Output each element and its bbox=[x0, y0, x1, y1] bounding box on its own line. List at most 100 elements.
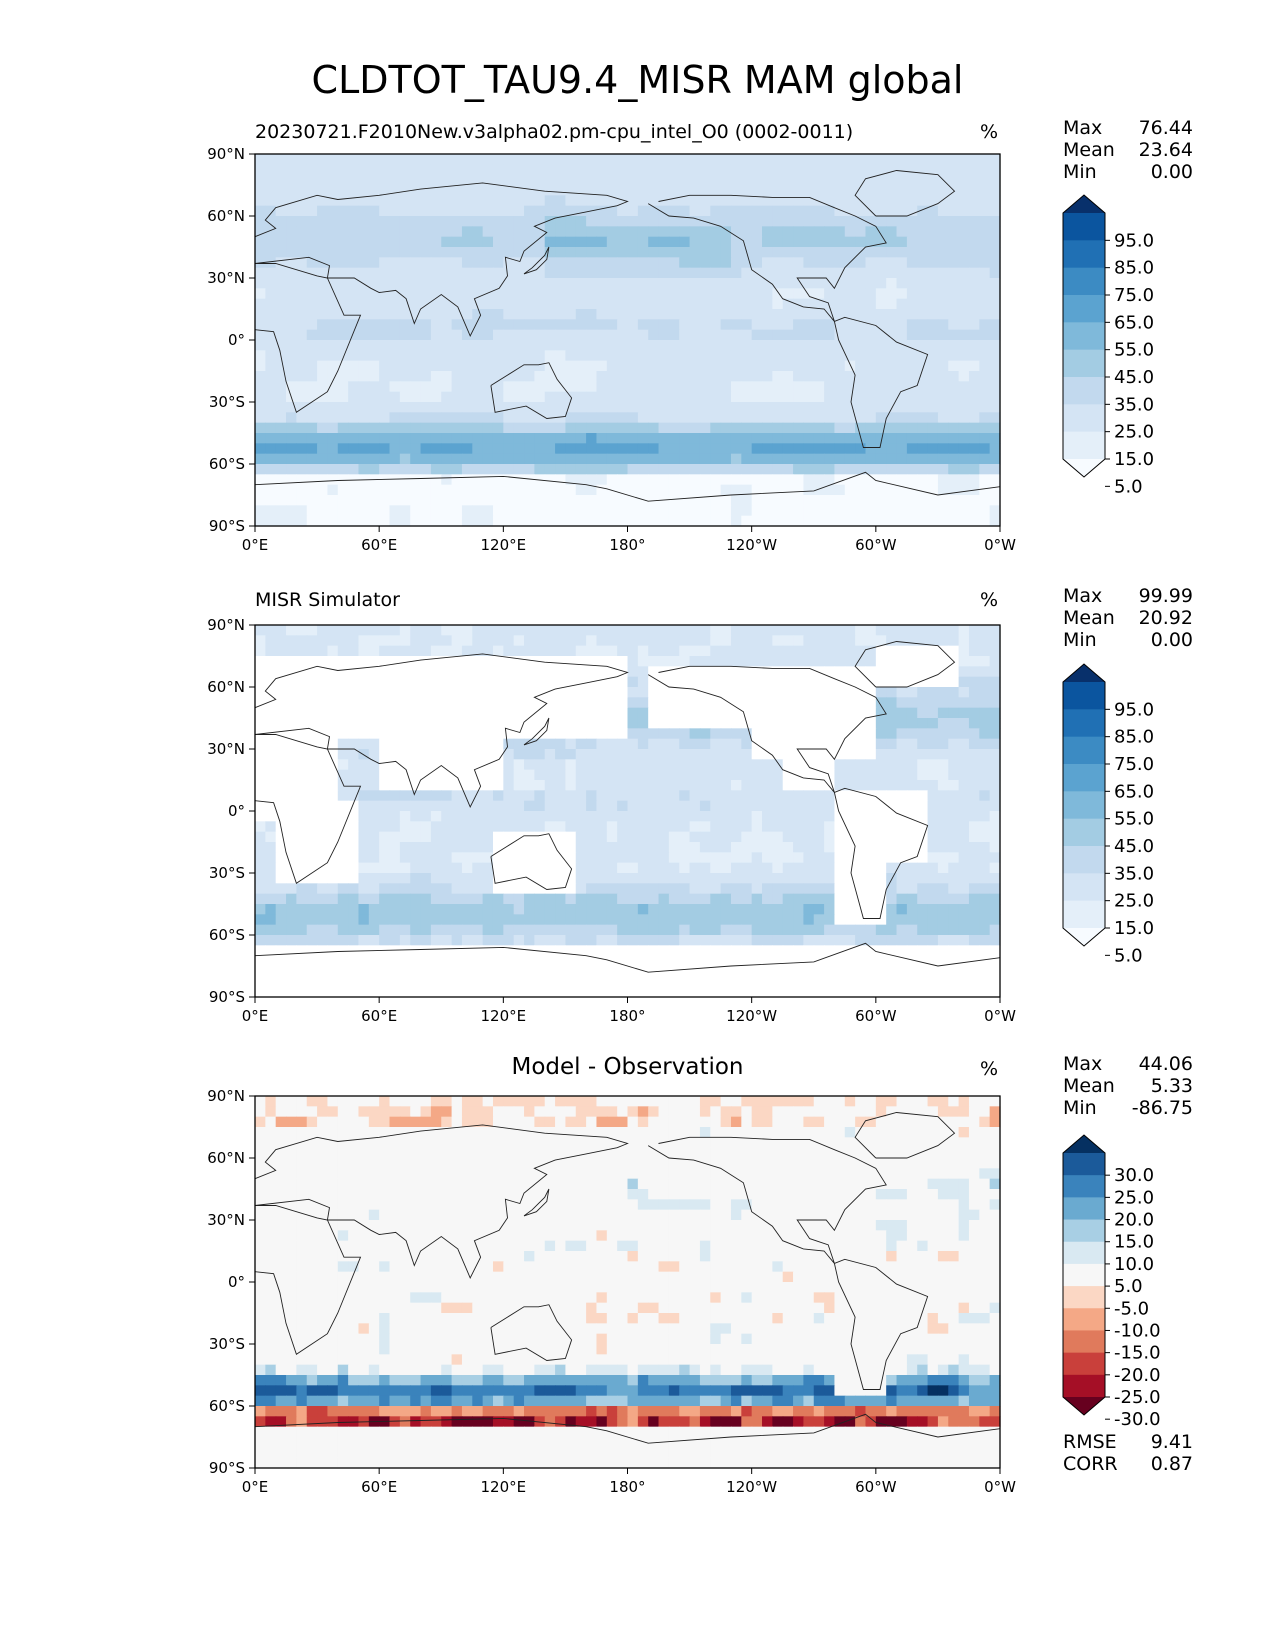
field-cell bbox=[492, 914, 504, 926]
field-cell bbox=[482, 216, 494, 227]
field-cell bbox=[596, 154, 608, 165]
field-cell bbox=[648, 821, 660, 833]
field-cell bbox=[917, 154, 929, 165]
field-cell bbox=[461, 288, 473, 300]
field-cell bbox=[265, 257, 277, 269]
field-cell bbox=[648, 298, 660, 310]
field-cell bbox=[596, 645, 608, 657]
field-cell bbox=[979, 697, 991, 709]
field-cell bbox=[627, 924, 639, 936]
y-tick-label: 60°N bbox=[207, 207, 245, 225]
field-cell bbox=[441, 852, 453, 864]
field-cell bbox=[803, 216, 815, 227]
x-tick-label: 0°E bbox=[242, 536, 269, 554]
field-cell bbox=[348, 707, 360, 719]
field-cell bbox=[555, 515, 567, 527]
field-cell bbox=[834, 873, 846, 884]
field-cell bbox=[720, 666, 732, 678]
field-cell bbox=[430, 412, 442, 424]
field-cell bbox=[565, 625, 577, 636]
field-cell bbox=[410, 625, 422, 636]
field-cell bbox=[937, 790, 949, 802]
field-cell bbox=[751, 635, 763, 647]
field-cell bbox=[492, 288, 504, 300]
field-cell bbox=[896, 453, 908, 465]
field-cell bbox=[348, 453, 360, 465]
field-cell bbox=[958, 309, 970, 320]
field-cell bbox=[730, 759, 742, 771]
field-cell bbox=[689, 340, 701, 351]
field-cell bbox=[606, 738, 618, 750]
field-cell bbox=[534, 464, 546, 475]
field-cell bbox=[679, 484, 691, 496]
field-cell bbox=[441, 945, 453, 957]
field-cell bbox=[472, 154, 484, 165]
field-cell bbox=[606, 391, 618, 403]
field-cell bbox=[472, 790, 484, 802]
field-cell bbox=[637, 174, 649, 186]
field-cell bbox=[565, 484, 577, 496]
field-cell bbox=[658, 236, 670, 248]
field-cell bbox=[689, 635, 701, 647]
field-cell bbox=[534, 433, 546, 444]
field-cell bbox=[710, 852, 722, 864]
field-cell bbox=[917, 257, 929, 269]
field-cell bbox=[410, 811, 422, 822]
field-cell bbox=[886, 319, 898, 331]
field-cell bbox=[751, 769, 763, 781]
field-cell bbox=[348, 381, 360, 393]
field-cell bbox=[472, 443, 484, 455]
field-cell bbox=[730, 625, 742, 636]
field-cell bbox=[948, 371, 960, 382]
field-cell bbox=[834, 174, 846, 186]
field-cell bbox=[544, 205, 556, 217]
field-cell bbox=[648, 749, 660, 760]
field-cell bbox=[389, 687, 401, 698]
field-cell bbox=[596, 728, 608, 740]
field-cell bbox=[524, 433, 535, 444]
field-cell bbox=[865, 852, 877, 864]
field-cell bbox=[348, 288, 360, 300]
field-cell bbox=[668, 236, 680, 248]
field-cell bbox=[286, 914, 297, 926]
field-cell bbox=[968, 216, 980, 227]
field-cell bbox=[865, 433, 877, 444]
field-cell bbox=[989, 391, 1001, 403]
field-cell bbox=[710, 914, 722, 926]
field-cell bbox=[482, 443, 494, 455]
field-cell bbox=[472, 645, 484, 657]
field-cell bbox=[658, 635, 670, 647]
field-cell bbox=[399, 360, 411, 372]
field-cell bbox=[482, 247, 494, 258]
field-cell bbox=[503, 666, 515, 678]
field-cell bbox=[296, 883, 308, 895]
field-cell bbox=[430, 811, 442, 822]
field-cell bbox=[482, 635, 494, 647]
field-cell bbox=[399, 780, 411, 791]
field-cell bbox=[306, 904, 318, 915]
field-cell bbox=[927, 852, 939, 864]
field-cell bbox=[575, 769, 587, 781]
field-cell bbox=[679, 515, 691, 527]
field-cell bbox=[865, 924, 877, 936]
field-cell bbox=[337, 319, 349, 331]
field-cell bbox=[255, 697, 266, 709]
field-cell bbox=[586, 278, 598, 289]
field-cell bbox=[834, 676, 846, 688]
field-cell bbox=[730, 329, 742, 341]
field-cell bbox=[327, 164, 339, 176]
field-cell bbox=[451, 790, 463, 802]
field-cell bbox=[979, 164, 991, 176]
field-cell bbox=[648, 226, 660, 238]
field-cell bbox=[596, 738, 608, 750]
field-cell bbox=[637, 288, 649, 300]
field-cell bbox=[286, 687, 297, 698]
field-cell bbox=[430, 666, 442, 678]
field-cell bbox=[989, 645, 1001, 657]
field-cell bbox=[648, 769, 660, 781]
field-cell bbox=[451, 769, 463, 781]
field-cell bbox=[637, 371, 649, 382]
field-cell bbox=[296, 495, 308, 506]
field-cell bbox=[762, 319, 773, 331]
field-cell bbox=[906, 831, 918, 843]
